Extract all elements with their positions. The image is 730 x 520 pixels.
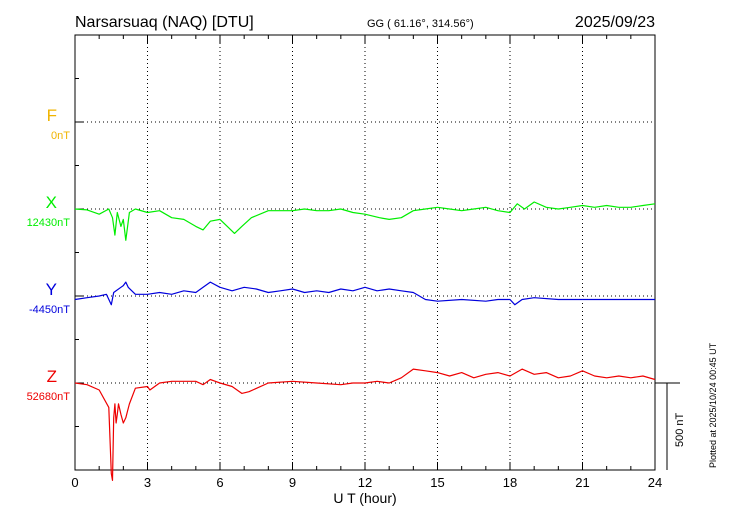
plot-frame [74, 34, 656, 471]
x-axis-title: U T (hour) [333, 490, 396, 506]
grid-lines [75, 35, 655, 470]
tick-marks [74, 35, 656, 470]
x-tick-label: 24 [648, 475, 662, 490]
station-title: Narsarsuaq (NAQ) [DTU] [75, 14, 254, 31]
series-labels: F 0nT X 12430nT Y -4450nT Z 52680nT [27, 106, 71, 403]
series-line-z [74, 368, 656, 481]
scale-bar: 500 nT [655, 382, 686, 470]
x-tick-label: 15 [430, 475, 444, 490]
plotted-at-note: Plotted at 2025/10/24 00:45 UT [708, 342, 718, 468]
series-lines [74, 201, 656, 481]
series-baseline-y: -4450nT [29, 304, 70, 316]
x-tick-label: 12 [358, 475, 372, 490]
series-label-y: Y [46, 280, 57, 299]
x-tick-label: 21 [575, 475, 589, 490]
series-label-x: X [46, 193, 57, 212]
x-tick-label: 9 [289, 475, 296, 490]
series-baseline-z: 52680nT [27, 391, 71, 403]
x-tick-label: 0 [71, 475, 78, 490]
scale-bar-label: 500 nT [674, 412, 686, 447]
x-tick-label: 6 [216, 475, 223, 490]
series-line-x [74, 201, 656, 241]
series-baseline-x: 12430nT [27, 217, 71, 229]
series-label-f: F [47, 106, 57, 125]
x-tick-labels: 0 3 6 9 12 15 18 21 24 [71, 475, 662, 490]
series-baseline-f: 0nT [51, 130, 70, 142]
series-label-z: Z [47, 367, 57, 386]
date-label: 2025/09/23 [575, 14, 655, 31]
series-line-y [74, 281, 655, 306]
geo-coords: GG ( 61.16°, 314.56°) [367, 18, 474, 30]
x-tick-label: 18 [503, 475, 517, 490]
x-tick-label: 3 [144, 475, 151, 490]
